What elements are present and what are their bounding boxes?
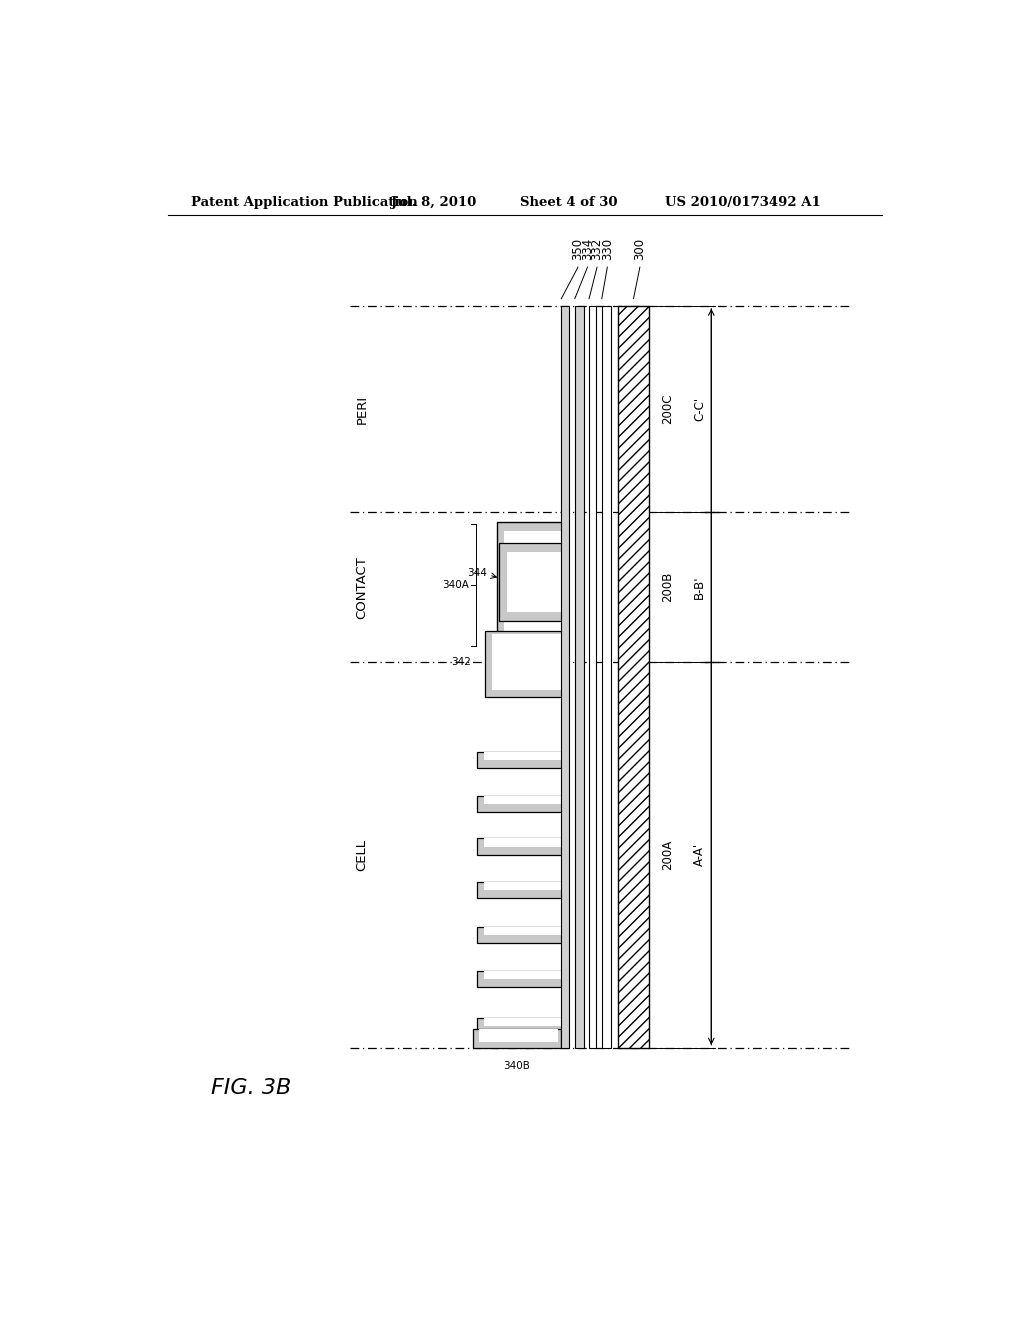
Bar [479,1030,558,1041]
Bar [483,1018,568,1027]
Bar [507,552,568,611]
Bar [477,1018,568,1035]
Bar [483,752,568,760]
Bar [504,532,568,638]
Text: C-C': C-C' [693,397,706,421]
Text: 200B: 200B [662,572,674,602]
Text: 340B: 340B [504,1061,530,1071]
Text: A-A': A-A' [693,843,706,866]
Text: Patent Application Publication: Patent Application Publication [191,195,418,209]
Bar [497,523,568,647]
Bar [589,306,596,1048]
Bar [618,306,648,1048]
Bar [477,882,568,899]
Text: B-B': B-B' [693,576,706,598]
Bar [483,796,568,804]
Bar [493,634,568,690]
Text: 340A: 340A [442,581,469,590]
Bar [574,306,585,1048]
Text: 342: 342 [451,656,471,667]
Bar [477,838,568,854]
Text: PERI: PERI [355,395,369,424]
Text: 300: 300 [634,238,646,260]
Text: 332: 332 [591,238,603,260]
Bar [500,543,568,620]
Text: 330: 330 [601,238,613,260]
Text: FIG. 3B: FIG. 3B [211,1078,291,1098]
Text: 350: 350 [571,238,585,260]
Text: CELL: CELL [355,838,369,871]
Bar [483,882,568,890]
Bar [485,631,568,697]
Bar [561,306,569,1048]
Text: US 2010/0173492 A1: US 2010/0173492 A1 [666,195,821,209]
Text: 200C: 200C [662,393,674,424]
Text: Jul. 8, 2010: Jul. 8, 2010 [391,195,476,209]
Bar [477,970,568,987]
Text: 344: 344 [467,568,486,578]
Bar [473,1030,560,1048]
Bar [602,306,611,1048]
Bar [483,838,568,846]
Bar [483,970,568,978]
Text: 334: 334 [581,238,594,260]
Bar [477,752,568,768]
Bar [477,796,568,812]
Text: 200A: 200A [662,840,674,870]
Text: Sheet 4 of 30: Sheet 4 of 30 [520,195,617,209]
Bar [483,927,568,935]
Bar [477,927,568,942]
Text: CONTACT: CONTACT [355,556,369,619]
